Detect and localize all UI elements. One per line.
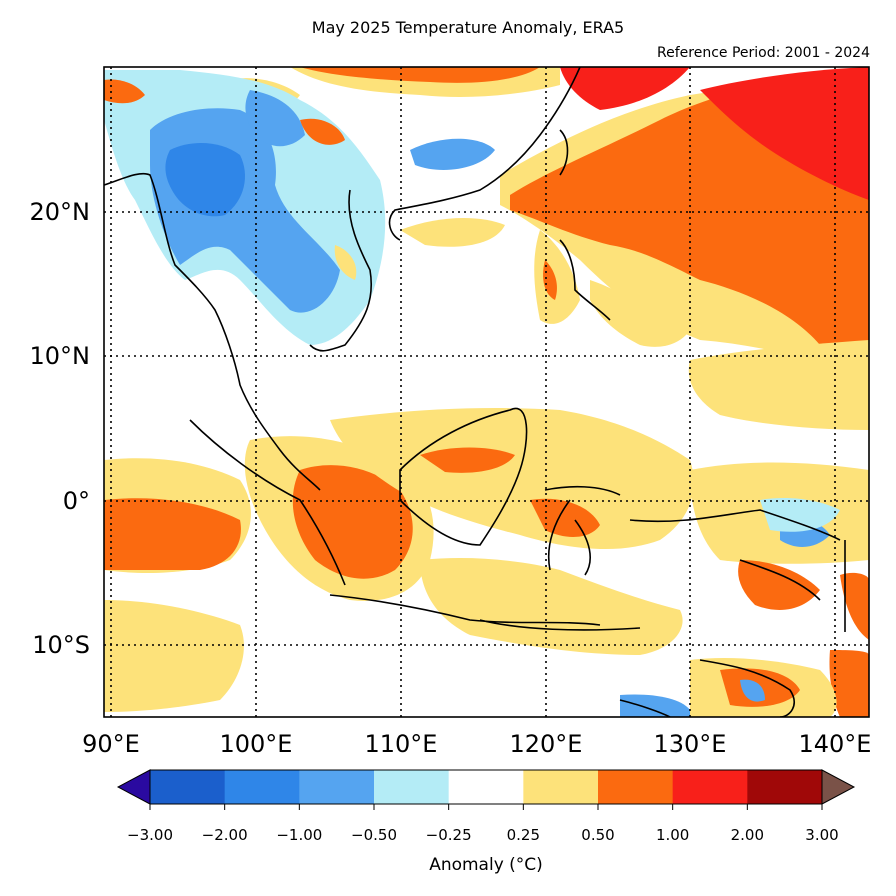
lat-label-10n: 10°N xyxy=(29,342,91,370)
coastlines xyxy=(104,67,846,717)
colorbar-tick-label: −0.25 xyxy=(425,826,472,844)
colorbar-bin xyxy=(299,770,375,804)
colorbar-bin xyxy=(523,770,599,804)
lat-label-0: 0° xyxy=(62,487,90,515)
lon-label-130e: 130°E xyxy=(653,730,727,758)
colorbar xyxy=(116,769,856,810)
anomaly-field xyxy=(104,67,869,717)
colorbar-tick-label: 0.25 xyxy=(506,826,541,844)
chart-title: May 2025 Temperature Anomaly, ERA5 xyxy=(311,18,625,37)
colorbar-tick-label: −0.50 xyxy=(351,826,397,844)
lon-label-140e: 140°E xyxy=(798,730,872,758)
colorbar-extend-low xyxy=(116,769,151,805)
map-frame xyxy=(103,66,870,718)
colorbar-bin xyxy=(374,770,450,804)
colorbar-bin xyxy=(448,770,524,804)
lon-label-110e: 110°E xyxy=(364,730,438,758)
colorbar-tick-label: 3.00 xyxy=(805,826,839,844)
colorbar-tick-label: 1.00 xyxy=(655,826,690,844)
colorbar-tick-label: 2.00 xyxy=(730,826,765,844)
lat-label-10s: 10°S xyxy=(32,631,90,659)
lon-label-90e: 90°E xyxy=(82,730,140,758)
colorbar-bin xyxy=(747,770,823,804)
reference-period: Reference Period: 2001 - 2024 xyxy=(657,45,870,61)
colorbar-tick-label: −2.00 xyxy=(201,826,248,844)
colorbar-tick-label: −3.00 xyxy=(127,826,173,844)
lon-label-100e: 100°E xyxy=(219,730,293,758)
colorbar-bin xyxy=(224,770,300,804)
lat-label-20n: 20°N xyxy=(29,198,91,226)
colorbar-frame xyxy=(149,769,823,805)
colorbar-tick-label: 0.50 xyxy=(581,826,615,844)
gridlines xyxy=(104,67,869,717)
colorbar-extend-high xyxy=(821,769,856,805)
colorbar-bin xyxy=(672,770,748,804)
colorbar-bin xyxy=(150,770,226,804)
colorbar-label: Anomaly (°C) xyxy=(429,855,543,875)
colorbar-bin xyxy=(598,770,674,804)
lon-label-120e: 120°E xyxy=(509,730,583,758)
colorbar-tick-label: −1.00 xyxy=(276,826,323,844)
